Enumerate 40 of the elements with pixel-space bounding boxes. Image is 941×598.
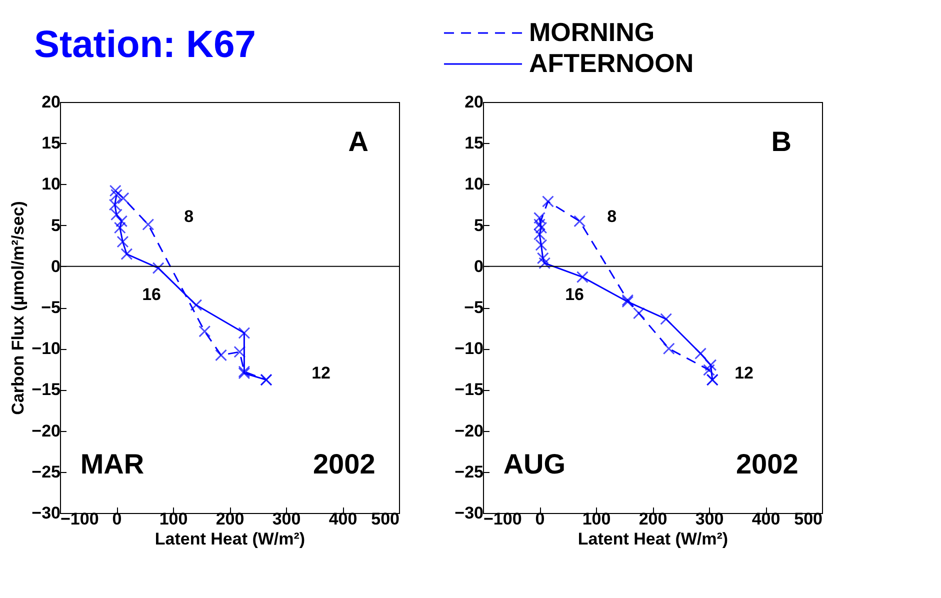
y-tick-label: 15 <box>464 134 484 153</box>
annotation: 2002 <box>312 448 376 480</box>
annotation: 16 <box>142 285 161 304</box>
legend-label: AFTERNOON <box>529 48 694 78</box>
annotation: 8 <box>607 207 617 226</box>
y-tick-label: −10 <box>32 339 60 358</box>
annotation: 12 <box>734 363 754 382</box>
y-axis-title: Carbon Flux (µmol/m²/sec) <box>8 201 28 415</box>
annotation: 8 <box>184 207 194 226</box>
annotation: 12 <box>312 363 330 382</box>
y-tick-label: 0 <box>474 256 484 276</box>
annotation: B <box>771 126 792 158</box>
y-tick-label: −20 <box>32 421 60 440</box>
x-axis-title: Latent Heat (W/m²) <box>578 530 728 548</box>
y-tick-label: −25 <box>454 462 484 482</box>
y-tick-label: 5 <box>474 216 484 235</box>
y-tick-label: 15 <box>42 134 60 153</box>
annotation: 16 <box>565 285 584 304</box>
y-tick-label: 20 <box>464 92 484 112</box>
y-tick-label: −30 <box>454 504 484 522</box>
y-tick-label: −5 <box>464 298 484 317</box>
annotation: 2002 <box>736 448 798 480</box>
y-tick-label: 10 <box>464 174 484 194</box>
y-tick-label: 10 <box>42 174 60 194</box>
y-tick-label: −10 <box>454 339 484 358</box>
y-tick-label: −25 <box>32 462 60 482</box>
legend-label: MORNING <box>529 17 655 47</box>
y-tick-label: −15 <box>32 380 60 400</box>
y-tick-label: −20 <box>454 421 484 440</box>
y-tick-label: 20 <box>42 92 60 112</box>
annotation: A <box>348 126 368 158</box>
y-tick-label: −30 <box>32 504 60 522</box>
y-tick-label: 5 <box>51 216 60 235</box>
chart-title: Station: K67 <box>34 24 256 66</box>
x-axis-title: Latent Heat (W/m²) <box>154 530 306 548</box>
y-tick-label: −5 <box>41 298 60 317</box>
y-tick-label: 0 <box>51 256 60 276</box>
annotation: AUG <box>503 448 566 480</box>
y-tick-label: −15 <box>454 380 484 400</box>
annotation: MAR <box>80 448 144 480</box>
